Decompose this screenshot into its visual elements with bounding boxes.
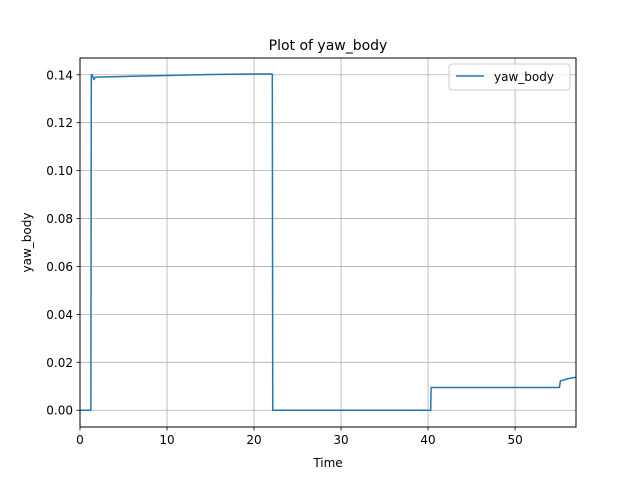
series-layer (80, 73, 576, 411)
x-axis-label: Time (312, 456, 342, 470)
y-tick-label: 0.02 (46, 356, 73, 370)
legend: yaw_body (448, 63, 571, 91)
y-tick-label: 0.00 (46, 404, 73, 418)
legend-entry-yaw-body: yaw_body (494, 70, 554, 84)
x-tick-label: 10 (159, 433, 174, 447)
y-axis-label: yaw_body (20, 213, 34, 273)
y-tick-label: 0.08 (46, 212, 73, 226)
x-tick-label: 40 (420, 433, 435, 447)
x-tick-label: 20 (246, 433, 261, 447)
y-tick-label: 0.10 (46, 164, 73, 178)
legend-box (448, 63, 571, 91)
x-tick-label: 30 (333, 433, 348, 447)
chart-title: Plot of yaw_body (269, 38, 388, 54)
y-tick-label: 0.14 (46, 68, 73, 82)
x-tick-label: 0 (76, 433, 84, 447)
y-tick-label: 0.04 (46, 308, 73, 322)
ticks-layer: 0 10 20 30 40 50 0.00 0.02 0.04 0.06 0.08 0.10 0.12 0… (46, 68, 522, 447)
plot-frame (79, 57, 577, 428)
x-tick-label: 50 (507, 433, 522, 447)
y-tick-label: 0.06 (46, 260, 73, 274)
grid-layer (79, 58, 576, 427)
series-line-0 (80, 73, 576, 411)
y-tick-label: 0.12 (46, 116, 73, 130)
